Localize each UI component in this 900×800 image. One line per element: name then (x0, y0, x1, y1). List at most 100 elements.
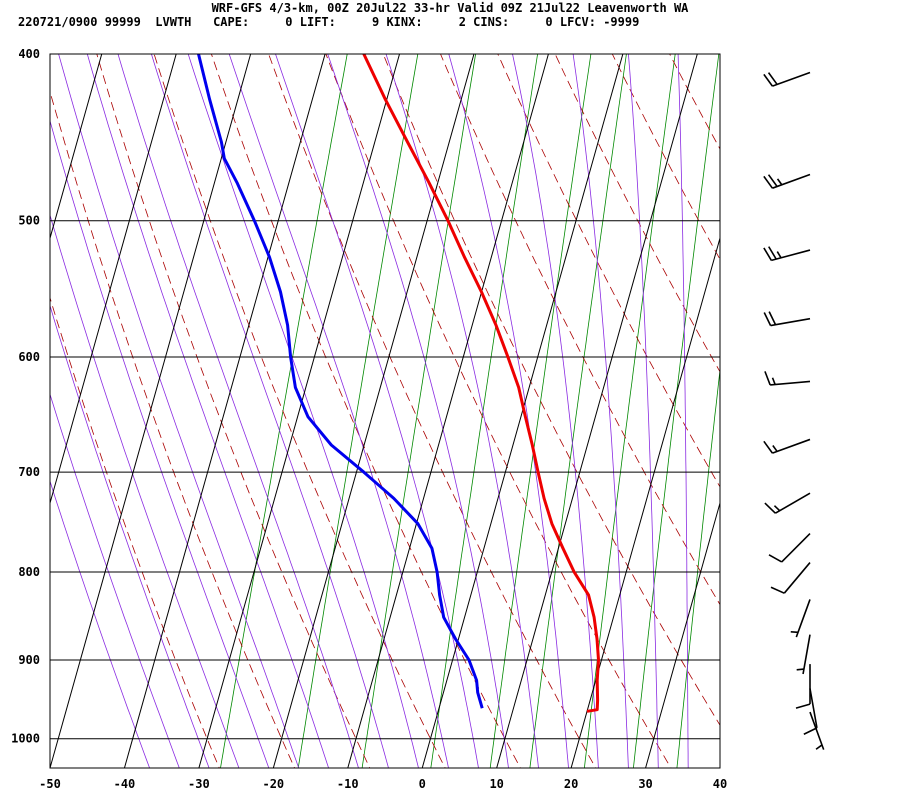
isotherm-line (50, 54, 103, 240)
wind-barb-flag (796, 668, 805, 671)
dry-adiabat-line (50, 90, 296, 768)
wind-barb (796, 634, 811, 675)
wind-barb (763, 438, 811, 454)
moist-adiabat-line (448, 54, 569, 768)
mixing-ratio-line (529, 54, 627, 768)
background-lines (50, 16, 900, 776)
mixing-ratio-line (676, 366, 720, 768)
moist-adiabat-line (150, 54, 389, 768)
dewpoint-trace (197, 54, 484, 709)
dry-adiabat-line (153, 54, 446, 768)
wind-barb-flag (772, 445, 778, 452)
dry-adiabat-line (763, 16, 900, 776)
wind-barb-shaft (772, 173, 811, 189)
wind-barb-flag (770, 586, 785, 594)
wind-barb-flag (763, 312, 772, 326)
wind-barbs (763, 71, 825, 750)
mixing-ratio-line (361, 54, 477, 768)
wind-barb-flag (763, 73, 774, 87)
moist-adiabat-line (275, 54, 479, 768)
moist-adiabat-line (327, 54, 509, 768)
moist-adiabat-line (50, 119, 270, 768)
moist-adiabat-line (572, 54, 629, 768)
wind-barb (803, 688, 818, 735)
x-tick-label: 20 (564, 777, 578, 791)
wind-barb-flag (768, 554, 783, 563)
dry-adiabat-line (611, 54, 720, 261)
wind-barb-flag (768, 311, 777, 326)
wind-barb-flag (776, 251, 782, 259)
y-tick-label: 900 (18, 653, 40, 667)
y-tick-label: 1000 (11, 732, 40, 746)
wind-barb-flag (764, 502, 776, 514)
wind-barb-flag (790, 631, 799, 634)
wind-barb-shaft (771, 249, 811, 262)
wind-barb-flag (773, 505, 781, 512)
axis-labels: 400 500 600 700 800 900 1000 -50 -40 -30 -20 -10 0 10… (11, 47, 727, 791)
x-tick-label: -50 (39, 777, 61, 791)
mixing-ratio-line (632, 54, 720, 768)
wind-barb-flag (767, 72, 778, 85)
wind-barb-flag (771, 377, 776, 385)
moist-adiabat-line (187, 54, 419, 768)
isotherm-line (570, 236, 720, 768)
wind-barb (763, 71, 811, 87)
isotherm-line (347, 54, 549, 768)
x-tick-label: 30 (638, 777, 652, 791)
wind-barb-shaft (772, 71, 811, 87)
isotherm-line (719, 766, 720, 768)
mixing-ratio-line (720, 16, 801, 776)
x-tick-label: -40 (114, 777, 136, 791)
moist-adiabat-line (58, 54, 300, 768)
y-tick-label: 400 (18, 47, 40, 61)
dry-adiabat-line (210, 54, 521, 768)
moist-adiabat-line (117, 54, 359, 768)
isotherm-line (123, 54, 326, 768)
dry-adiabat-line (268, 54, 597, 768)
moist-adiabat-line (677, 54, 689, 768)
x-tick-label: 40 (713, 777, 727, 791)
x-tick-label: 0 (419, 777, 426, 791)
wind-barb-flag (768, 246, 777, 260)
wind-barb-shaft (770, 317, 811, 327)
wind-barb (770, 562, 811, 594)
moist-adiabat-line (50, 304, 210, 768)
mixing-ratio-line (489, 54, 592, 768)
sounding-indices: 220721/0900 99999 LVWTH CAPE: 0 LIFT: 9 … (18, 15, 640, 29)
wind-barb (763, 173, 811, 189)
wind-barb (790, 599, 811, 638)
moist-adiabat-line (86, 54, 330, 768)
isotherm-line (272, 54, 475, 768)
wind-barb-shaft (781, 533, 811, 563)
isotherm-line (198, 54, 401, 768)
wind-barb (764, 492, 811, 514)
dry-adiabat-line (50, 296, 220, 768)
x-tick-label: 10 (489, 777, 503, 791)
x-tick-label: -20 (262, 777, 284, 791)
wind-barb-flag (763, 247, 773, 261)
moist-adiabat-line (385, 54, 539, 768)
wind-barb-shaft (795, 599, 811, 638)
mixing-ratio-line (297, 54, 419, 768)
wind-barb (795, 664, 811, 709)
dry-adiabat-line (819, 16, 900, 776)
wind-barb-shaft (772, 438, 811, 454)
wind-barb-flag (763, 175, 774, 189)
sounding-traces (197, 54, 600, 713)
wind-barb-flag (795, 703, 811, 709)
y-tick-label: 700 (18, 465, 40, 479)
x-tick-label: -30 (188, 777, 210, 791)
plot-frame (49, 53, 721, 769)
moist-adiabat-line (50, 213, 240, 768)
dry-adiabat-line (382, 54, 720, 726)
wind-barb-flag (803, 727, 818, 735)
moist-adiabat-line (512, 54, 599, 768)
wind-barb-shaft (809, 688, 818, 729)
wind-barb-shaft (774, 492, 811, 514)
wind-barb-flag (767, 174, 778, 187)
wind-barb-shaft (802, 634, 811, 675)
y-tick-label: 800 (18, 565, 40, 579)
wind-barb-shaft (809, 711, 825, 750)
x-tick-label: -10 (337, 777, 359, 791)
